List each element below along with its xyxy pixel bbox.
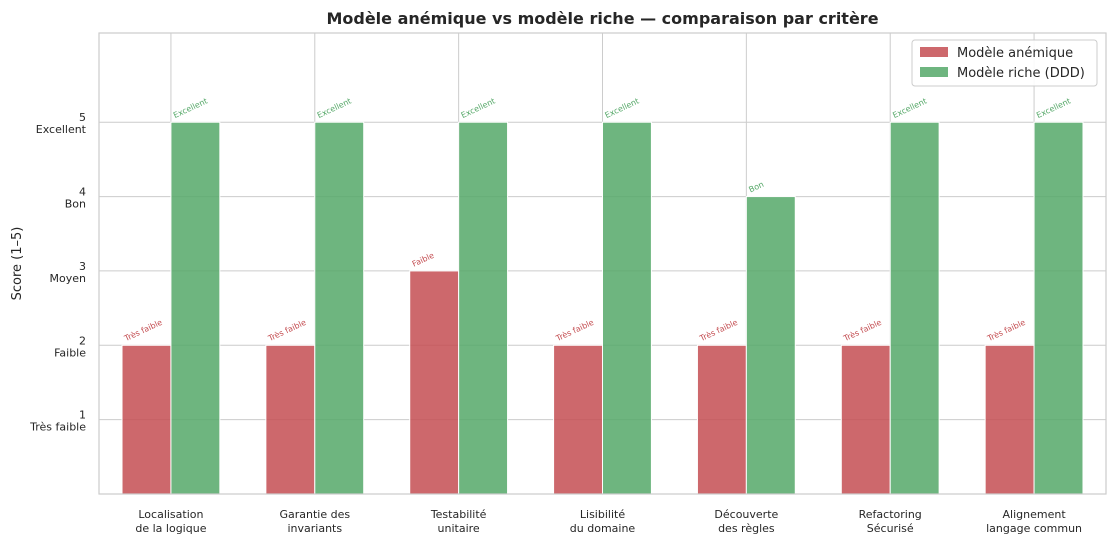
- bar-data-label: Excellent: [604, 96, 641, 120]
- x-tick-label: Découverte des règles: [714, 508, 778, 535]
- y-tick-label: 4 Bon: [65, 186, 86, 211]
- bar-data-label: Faible: [411, 251, 436, 269]
- bar-anemique: [553, 344, 603, 495]
- bar-data-label: Excellent: [172, 96, 209, 120]
- y-tick-value: 3: [79, 260, 86, 273]
- x-tick-label: Localisation de la logique: [135, 508, 206, 535]
- x-tick-line: langage commun: [986, 522, 1082, 535]
- legend-label: Modèle riche (DDD): [957, 66, 1085, 81]
- y-tick-value: 1: [79, 409, 86, 422]
- y-tick-label: 3 Moyen: [50, 260, 86, 285]
- bar-anemique: [265, 344, 316, 495]
- x-tick-line: de la logique: [135, 522, 206, 535]
- bars: [121, 121, 1084, 495]
- bar-data-label: Très faible: [985, 317, 1027, 344]
- bar-data-label: Très faible: [841, 317, 883, 344]
- y-tick-text: Moyen: [50, 272, 86, 285]
- x-tick-line: du domaine: [570, 522, 636, 535]
- chart-title: Modèle anémique vs modèle riche — compar…: [326, 9, 878, 28]
- legend: Modèle anémique Modèle riche (DDD): [911, 39, 1098, 87]
- y-tick-label: 2 Faible: [54, 334, 86, 359]
- bar-data-label: Excellent: [891, 96, 928, 120]
- x-tick-line: des règles: [718, 522, 775, 535]
- bar-riche: [314, 121, 365, 495]
- y-axis-label: Score (1–5): [10, 227, 25, 301]
- x-tick-label: Testabilité unitaire: [430, 508, 487, 535]
- bar-anemique: [696, 344, 747, 495]
- bar-data-label: Excellent: [460, 96, 497, 120]
- x-tick-label: Garantie des invariants: [279, 508, 350, 535]
- bar-riche: [602, 121, 652, 495]
- bar-data-label: Très faible: [266, 317, 308, 344]
- y-tick-text: Excellent: [36, 123, 87, 136]
- y-axis-ticks: 1 Très faible 2 Faible 3 Moyen 4 Bon 5 Excellent: [29, 111, 87, 433]
- legend-frame: [911, 39, 1098, 87]
- y-tick-text: Très faible: [29, 421, 86, 434]
- y-tick-label: 5 Excellent: [36, 111, 87, 136]
- x-tick-line: Localisation: [138, 508, 203, 521]
- x-tick-line: Refactoring: [859, 508, 922, 521]
- bar-data-label: Très faible: [553, 317, 595, 344]
- bar-riche: [889, 121, 940, 495]
- bar-riche: [170, 121, 221, 495]
- x-tick-label: Alignement langage commun: [986, 508, 1082, 535]
- bar-riche: [745, 196, 796, 495]
- bar-riche: [458, 121, 509, 495]
- y-tick-value: 5: [79, 111, 86, 124]
- bar-data-label: Bon: [747, 180, 765, 195]
- bar-data-label: Excellent: [316, 96, 353, 120]
- x-tick-label: Lisibilité du domaine: [570, 508, 636, 535]
- x-tick-line: Lisibilité: [580, 508, 625, 521]
- bar-data-label: Très faible: [122, 317, 164, 344]
- x-tick-line: Alignement: [1003, 508, 1067, 521]
- y-tick-text: Bon: [65, 198, 86, 211]
- bar-riche: [1033, 121, 1084, 495]
- bar-data-label: Très faible: [697, 317, 739, 344]
- x-tick-line: Garantie des: [279, 508, 350, 521]
- x-tick-line: Découverte: [714, 508, 778, 521]
- legend-label: Modèle anémique: [957, 46, 1073, 61]
- y-tick-text: Faible: [54, 346, 86, 359]
- x-tick-line: unitaire: [438, 522, 480, 535]
- legend-swatch: [920, 47, 948, 57]
- bar-anemique: [121, 344, 172, 495]
- bar-data-label: Excellent: [1035, 96, 1072, 120]
- bar-anemique: [840, 344, 891, 495]
- x-tick-line: Sécurisé: [867, 522, 914, 535]
- x-tick-label: Refactoring Sécurisé: [859, 508, 922, 535]
- bar-anemique: [984, 344, 1035, 495]
- y-tick-value: 2: [79, 334, 86, 347]
- y-tick-value: 4: [79, 186, 86, 199]
- bar-anemique: [409, 270, 460, 495]
- x-tick-line: invariants: [287, 522, 342, 535]
- y-tick-label: 1 Très faible: [29, 409, 86, 434]
- plot-frame: [98, 32, 1107, 495]
- x-tick-line: Testabilité: [430, 508, 487, 521]
- x-axis-ticks: Localisation de la logique Garantie des inv…: [135, 508, 1082, 535]
- legend-swatch: [920, 67, 948, 77]
